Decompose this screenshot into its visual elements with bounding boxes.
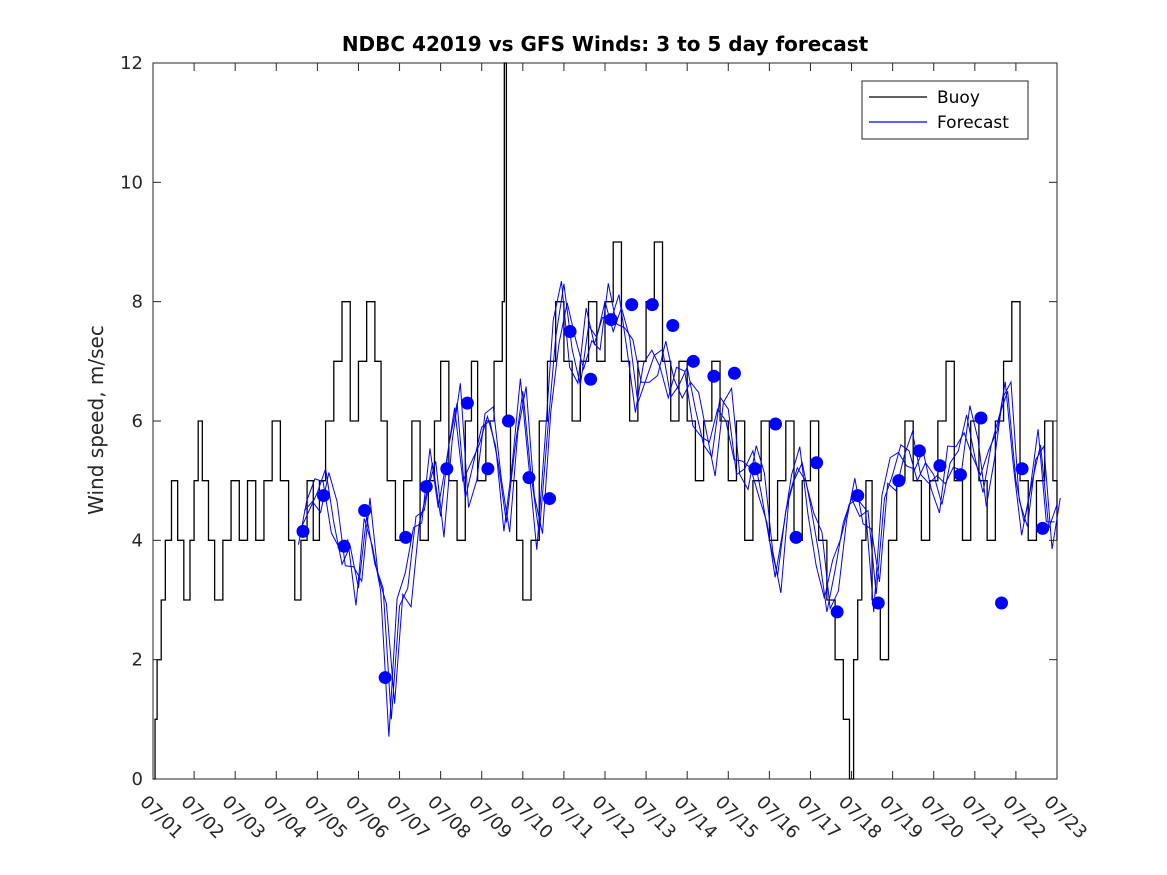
forecast-point bbox=[317, 489, 331, 503]
x-tick-label: 07/09 bbox=[464, 792, 516, 844]
forecast-point bbox=[378, 671, 392, 685]
forecast-series-line bbox=[297, 281, 1055, 737]
x-axis-ticks: 07/0107/0207/0307/0407/0507/0607/0707/08… bbox=[135, 63, 1091, 843]
legend: Buoy Forecast bbox=[861, 80, 1029, 140]
x-tick-label: 07/18 bbox=[834, 792, 886, 844]
y-tick-label: 8 bbox=[132, 292, 143, 313]
x-tick-label: 07/13 bbox=[629, 792, 681, 844]
x-tick-label: 07/20 bbox=[916, 792, 968, 844]
forecast-point bbox=[337, 539, 351, 553]
forecast-point bbox=[933, 459, 947, 473]
forecast-point bbox=[625, 298, 639, 312]
legend-box bbox=[861, 80, 1029, 140]
forecast-point bbox=[727, 366, 741, 380]
x-tick-label: 07/11 bbox=[546, 792, 598, 844]
forecast-point bbox=[830, 605, 844, 619]
legend-label-forecast: Forecast bbox=[937, 113, 1009, 133]
y-tick-label: 2 bbox=[132, 650, 143, 671]
x-tick-label: 07/17 bbox=[793, 792, 845, 844]
forecast-point bbox=[501, 414, 515, 428]
forecast-point bbox=[440, 462, 454, 476]
y-tick-label: 0 bbox=[132, 769, 143, 790]
forecast-point bbox=[892, 474, 906, 488]
legend-label-buoy: Buoy bbox=[937, 88, 980, 108]
forecast-point bbox=[358, 504, 372, 517]
forecast-point bbox=[995, 596, 1009, 610]
plot-area bbox=[152, 62, 1061, 780]
x-tick-label: 07/12 bbox=[587, 792, 639, 844]
forecast-point bbox=[1036, 521, 1050, 535]
x-tick-label: 07/06 bbox=[341, 792, 393, 844]
buoy-series-line bbox=[153, 62, 1058, 780]
forecast-point bbox=[912, 444, 926, 458]
forecast-series-line bbox=[300, 283, 1058, 720]
forecast-point bbox=[419, 480, 433, 494]
x-tick-label: 07/19 bbox=[875, 792, 927, 844]
forecast-point bbox=[851, 489, 865, 503]
forecast-point bbox=[645, 298, 659, 312]
forecast-point bbox=[707, 369, 721, 383]
x-tick-label: 07/08 bbox=[423, 792, 475, 844]
forecast-series-line bbox=[303, 283, 1061, 704]
y-tick-label: 10 bbox=[120, 172, 143, 193]
forecast-point bbox=[666, 319, 680, 333]
forecast-point bbox=[604, 313, 618, 327]
forecast-point bbox=[563, 325, 577, 338]
forecast-point bbox=[871, 596, 885, 610]
y-axis-ticks: 0 2 4 6 8 10 12 bbox=[120, 53, 1057, 790]
x-tick-label: 07/15 bbox=[711, 792, 763, 844]
x-tick-label: 07/16 bbox=[752, 792, 804, 844]
x-tick-label: 07/10 bbox=[505, 792, 557, 844]
forecast-point bbox=[789, 530, 803, 544]
forecast-point bbox=[481, 462, 495, 476]
forecast-point bbox=[686, 354, 700, 368]
y-tick-label: 12 bbox=[120, 53, 143, 74]
x-tick-label: 07/22 bbox=[998, 792, 1050, 844]
x-tick-label: 07/04 bbox=[259, 792, 311, 844]
y-tick-label: 6 bbox=[132, 411, 143, 432]
forecast-point bbox=[974, 411, 988, 425]
chart-title: NDBC 42019 vs GFS Winds: 3 to 5 day fore… bbox=[342, 32, 869, 56]
x-tick-label: 07/14 bbox=[670, 792, 722, 844]
forecast-point bbox=[810, 456, 824, 470]
x-tick-label: 07/07 bbox=[382, 792, 434, 844]
forecast-point bbox=[584, 372, 598, 386]
forecast-point bbox=[399, 530, 413, 544]
forecast-point bbox=[748, 462, 762, 476]
axes-box bbox=[152, 62, 1058, 780]
x-tick-label: 07/05 bbox=[300, 792, 352, 844]
y-tick-label: 4 bbox=[132, 530, 143, 551]
forecast-point bbox=[543, 492, 557, 506]
forecast-point bbox=[953, 468, 967, 482]
forecast-point bbox=[522, 471, 536, 485]
forecast-point bbox=[769, 417, 783, 431]
x-tick-label: 07/01 bbox=[135, 792, 187, 844]
forecast-point bbox=[296, 524, 310, 538]
x-tick-label: 07/21 bbox=[957, 792, 1009, 844]
x-tick-label: 07/03 bbox=[218, 792, 270, 844]
y-axis-label: Wind speed, m/sec bbox=[84, 325, 108, 515]
x-tick-label: 07/23 bbox=[1039, 792, 1091, 844]
x-tick-label: 07/02 bbox=[177, 792, 229, 844]
forecast-point bbox=[1015, 462, 1029, 476]
forecast-point bbox=[460, 396, 474, 410]
